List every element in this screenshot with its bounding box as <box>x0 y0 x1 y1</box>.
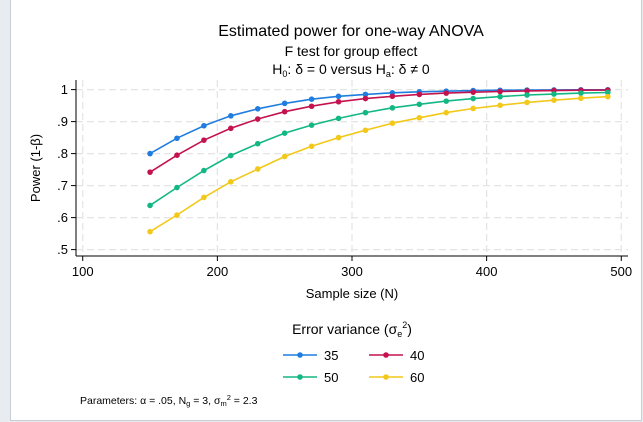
data-point-40 <box>497 88 503 95</box>
data-point-60 <box>254 166 261 172</box>
data-point-50 <box>497 93 503 100</box>
data-point-40 <box>524 88 530 94</box>
data-point-60 <box>335 134 342 141</box>
chart-title: Estimated power for one-way ANOVA <box>218 23 484 40</box>
data-point-50 <box>524 92 530 98</box>
data-point-60 <box>147 228 153 235</box>
legend-label-40: 40 <box>410 348 424 363</box>
parameters-note: Parameters: α = .05, Ng = 3, σm2 = 2.3 <box>80 393 258 408</box>
data-point-50 <box>578 90 584 96</box>
data-point-50 <box>308 122 315 128</box>
data-point-60 <box>551 97 557 103</box>
data-point-60 <box>281 153 288 160</box>
data-point-35 <box>201 122 207 129</box>
data-point-40 <box>416 91 423 98</box>
legend-marker-50 <box>297 374 303 380</box>
data-point-35 <box>362 91 369 98</box>
data-point-50 <box>228 152 234 159</box>
y-tick-label: .9 <box>57 114 68 129</box>
data-point-50 <box>335 115 342 122</box>
series-line-60 <box>149 95 608 233</box>
data-point-35 <box>228 113 234 119</box>
data-point-40 <box>443 90 450 96</box>
data-point-60 <box>174 212 180 218</box>
x-axis-label: Sample size (N) <box>306 286 398 301</box>
data-point-50 <box>201 167 207 174</box>
x-tick-label: 100 <box>72 264 94 279</box>
x-tick-label: 300 <box>341 264 363 279</box>
data-point-40 <box>281 108 288 115</box>
data-point-60 <box>201 194 207 201</box>
data-point-60 <box>389 120 396 126</box>
series-layer <box>147 86 611 235</box>
data-point-40 <box>254 116 261 122</box>
data-point-35 <box>281 100 288 107</box>
data-point-40 <box>362 95 369 102</box>
y-tick-label: .5 <box>57 242 68 257</box>
data-point-60 <box>228 178 234 185</box>
y-tick-label: .8 <box>57 146 68 161</box>
data-point-35 <box>254 106 261 112</box>
data-point-50 <box>281 130 288 136</box>
data-point-50 <box>147 202 153 209</box>
grid-lines <box>76 80 628 256</box>
data-point-50 <box>605 89 611 96</box>
x-tick-label: 400 <box>476 264 498 279</box>
data-point-50 <box>362 109 369 116</box>
y-axis-label: Power (1-β) <box>28 134 43 202</box>
data-point-50 <box>254 140 261 147</box>
data-point-60 <box>416 114 423 121</box>
data-point-60 <box>443 109 450 116</box>
data-point-60 <box>497 102 503 109</box>
data-point-60 <box>578 95 584 102</box>
axes: .5 .6 .7 .8 .9 1 100 200 300 400 500 <box>57 80 632 279</box>
legend-marker-35 <box>297 352 303 358</box>
data-point-50 <box>389 105 396 111</box>
legend-marker-40 <box>383 352 389 358</box>
data-point-60 <box>308 143 315 150</box>
data-point-50 <box>443 98 450 104</box>
data-point-50 <box>174 184 180 191</box>
chart-subtitle-line1: F test for group effect <box>285 43 418 59</box>
legend-marker-60 <box>383 374 389 380</box>
data-point-40 <box>389 93 396 100</box>
data-point-35 <box>335 93 342 100</box>
data-point-40 <box>201 137 207 143</box>
data-point-60 <box>605 93 611 100</box>
x-tick-label: 500 <box>610 264 632 279</box>
data-point-35 <box>174 135 180 142</box>
series-line-40 <box>149 89 608 173</box>
data-point-50 <box>416 101 423 108</box>
legend-label-35: 35 <box>324 348 338 363</box>
data-point-35 <box>147 150 153 157</box>
data-point-40 <box>228 125 234 132</box>
data-point-40 <box>335 98 342 105</box>
y-tick-label: 1 <box>61 82 68 97</box>
legend-label-50: 50 <box>324 370 338 385</box>
chart-subtitle-line2: H0: δ = 0 versus Ha: δ ≠ 0 <box>272 61 430 79</box>
data-point-40 <box>308 103 315 110</box>
series-line-50 <box>149 91 608 207</box>
data-point-60 <box>524 99 530 106</box>
data-point-50 <box>470 95 476 102</box>
legend-title: Error variance (σe2) <box>292 320 412 339</box>
data-point-50 <box>551 91 557 97</box>
data-point-40 <box>470 89 476 95</box>
graph-frame <box>10 0 642 421</box>
data-point-40 <box>174 152 180 158</box>
y-tick-label: .6 <box>57 210 68 225</box>
data-point-60 <box>362 127 369 134</box>
data-point-35 <box>308 96 315 102</box>
data-point-40 <box>147 169 153 175</box>
legend-label-60: 60 <box>410 370 424 385</box>
x-tick-label: 200 <box>207 264 229 279</box>
y-tick-label: .7 <box>57 178 68 193</box>
legend: 35 40 50 60 <box>283 348 424 385</box>
data-point-60 <box>470 105 476 112</box>
